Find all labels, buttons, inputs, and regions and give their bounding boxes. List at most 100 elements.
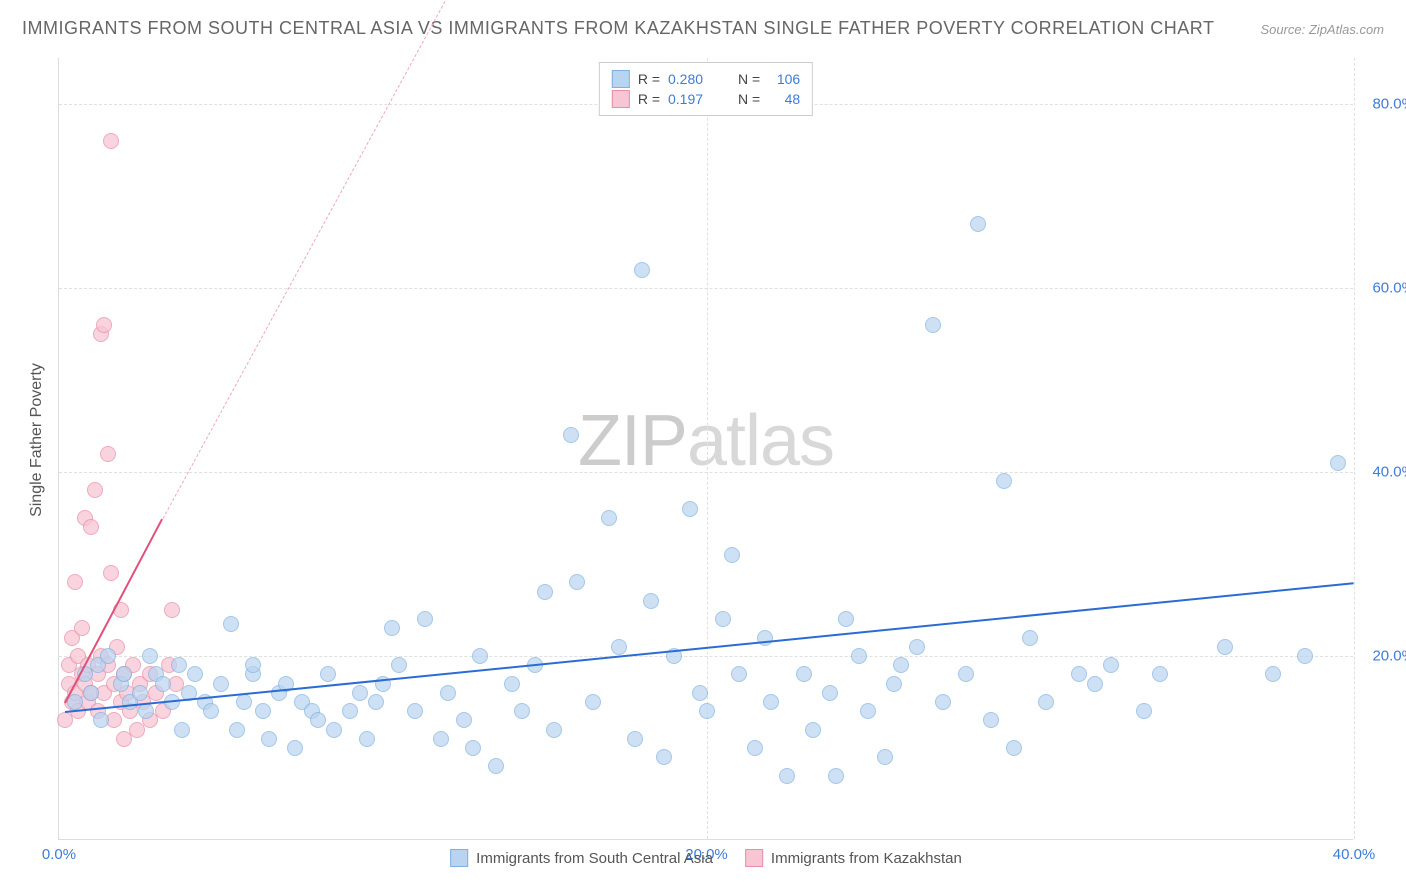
data-point — [886, 676, 902, 692]
data-point — [715, 611, 731, 627]
xtick-label: 0.0% — [42, 846, 76, 863]
data-point — [103, 133, 119, 149]
data-point — [236, 694, 252, 710]
data-point — [731, 666, 747, 682]
data-point — [384, 620, 400, 636]
data-point — [611, 639, 627, 655]
data-point — [203, 703, 219, 719]
data-point — [860, 703, 876, 719]
data-point — [1103, 657, 1119, 673]
data-point — [433, 731, 449, 747]
data-point — [465, 740, 481, 756]
legend-swatch-icon — [745, 849, 763, 867]
data-point — [805, 722, 821, 738]
legend-item-series1: Immigrants from South Central Asia — [450, 849, 713, 867]
data-point — [877, 749, 893, 765]
n-label: N = — [738, 71, 760, 87]
data-point — [223, 616, 239, 632]
legend-row-series2: R = 0.197 N = 48 — [612, 89, 800, 109]
data-point — [747, 740, 763, 756]
legend-swatch-series2 — [612, 90, 630, 108]
regression-line — [65, 582, 1354, 713]
data-point — [682, 501, 698, 517]
chart-title: IMMIGRANTS FROM SOUTH CENTRAL ASIA VS IM… — [22, 18, 1214, 39]
data-point — [100, 446, 116, 462]
data-point — [1265, 666, 1281, 682]
data-point — [472, 648, 488, 664]
data-point — [643, 593, 659, 609]
data-point — [779, 768, 795, 784]
data-point — [255, 703, 271, 719]
data-point — [171, 657, 187, 673]
data-point — [1087, 676, 1103, 692]
data-point — [93, 712, 109, 728]
data-point — [925, 317, 941, 333]
data-point — [656, 749, 672, 765]
data-point — [138, 703, 154, 719]
legend-label: Immigrants from South Central Asia — [476, 850, 713, 867]
data-point — [822, 685, 838, 701]
data-point — [326, 722, 342, 738]
r-label: R = — [638, 91, 660, 107]
data-point — [310, 712, 326, 728]
data-point — [83, 685, 99, 701]
ytick-label: 60.0% — [1359, 280, 1406, 297]
series-legend: Immigrants from South Central Asia Immig… — [450, 849, 962, 867]
data-point — [1038, 694, 1054, 710]
data-point — [504, 676, 520, 692]
data-point — [601, 510, 617, 526]
data-point — [352, 685, 368, 701]
data-point — [100, 648, 116, 664]
data-point — [537, 584, 553, 600]
data-point — [569, 574, 585, 590]
data-point — [261, 731, 277, 747]
data-point — [514, 703, 530, 719]
data-point — [1330, 455, 1346, 471]
y-axis-label: Single Father Poverty — [28, 363, 46, 517]
data-point — [763, 694, 779, 710]
r-label: R = — [638, 71, 660, 87]
data-point — [368, 694, 384, 710]
data-point — [996, 473, 1012, 489]
data-point — [851, 648, 867, 664]
legend-swatch-series1 — [612, 70, 630, 88]
data-point — [187, 666, 203, 682]
ytick-label: 20.0% — [1359, 648, 1406, 665]
source-label: Source: ZipAtlas.com — [1260, 22, 1384, 37]
data-point — [132, 685, 148, 701]
data-point — [699, 703, 715, 719]
data-point — [407, 703, 423, 719]
data-point — [893, 657, 909, 673]
ytick-label: 80.0% — [1359, 96, 1406, 113]
data-point — [1022, 630, 1038, 646]
data-point — [440, 685, 456, 701]
legend-label: Immigrants from Kazakhstan — [771, 850, 962, 867]
legend-row-series1: R = 0.280 N = 106 — [612, 69, 800, 89]
data-point — [245, 657, 261, 673]
r-value: 0.280 — [668, 71, 714, 87]
data-point — [83, 519, 99, 535]
data-point — [1006, 740, 1022, 756]
data-point — [287, 740, 303, 756]
data-point — [229, 722, 245, 738]
data-point — [155, 676, 171, 692]
data-point — [174, 722, 190, 738]
chart-plot-area: ZIPatlas 20.0%40.0%60.0%80.0%0.0%20.0%40… — [58, 58, 1353, 840]
data-point — [456, 712, 472, 728]
data-point — [563, 427, 579, 443]
data-point — [935, 694, 951, 710]
n-label: N = — [738, 91, 760, 107]
data-point — [838, 611, 854, 627]
data-point — [103, 565, 119, 581]
data-point — [359, 731, 375, 747]
data-point — [1071, 666, 1087, 682]
data-point — [983, 712, 999, 728]
data-point — [1297, 648, 1313, 664]
data-point — [1136, 703, 1152, 719]
data-point — [796, 666, 812, 682]
n-value: 48 — [768, 91, 800, 107]
n-value: 106 — [768, 71, 800, 87]
data-point — [142, 648, 158, 664]
ytick-label: 40.0% — [1359, 464, 1406, 481]
data-point — [546, 722, 562, 738]
